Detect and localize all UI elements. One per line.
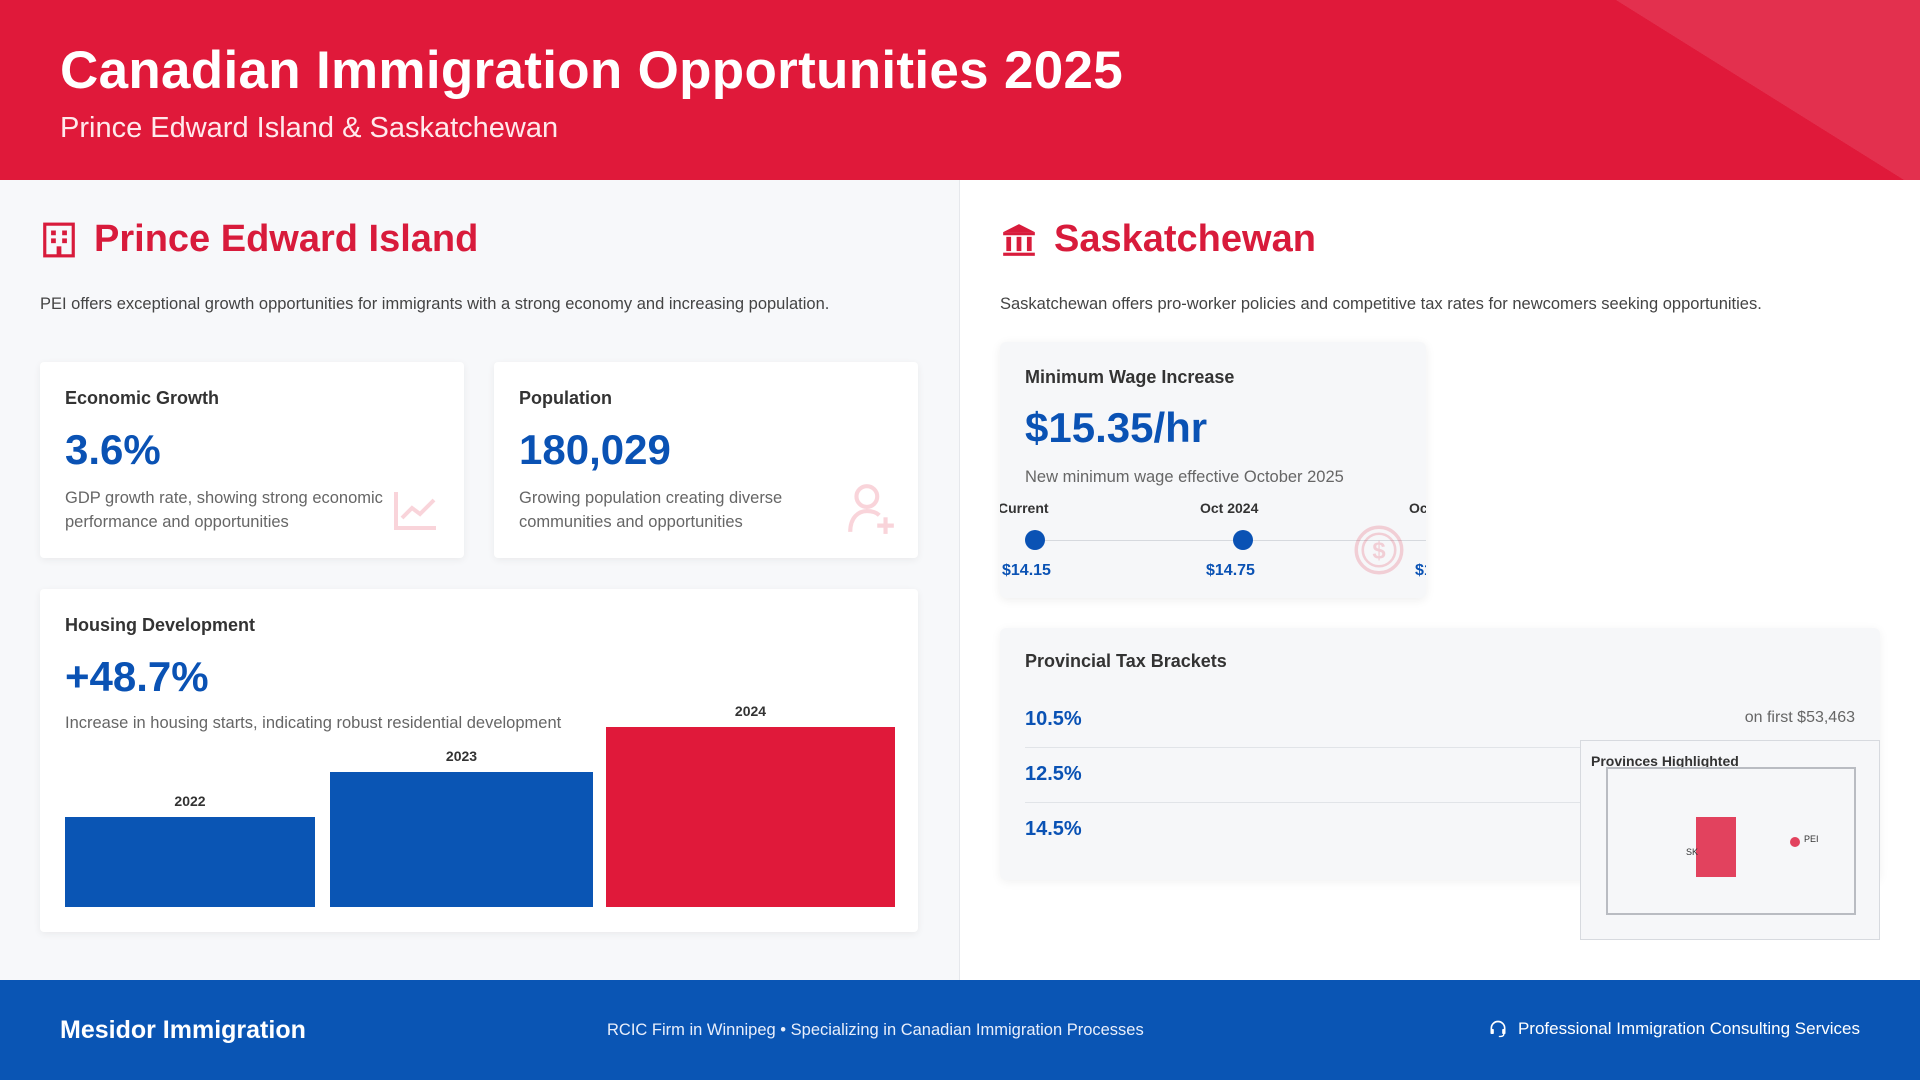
tax-row: 10.5% on first $53,463: [1025, 694, 1855, 748]
housing-bar-2022: [65, 817, 315, 907]
sk-map-label: SK: [1686, 847, 1699, 857]
wage-value: $15.35/hr: [1025, 404, 1208, 451]
economic-growth-description: GDP growth rate, showing strong economic…: [65, 489, 383, 531]
header-banner: Canadian Immigration Opportunities 2025 …: [0, 0, 1920, 180]
economic-growth-title: Economic Growth: [65, 388, 220, 408]
timeline-label-oct-2025: Oct 2025: [1409, 500, 1426, 516]
dollar-coin-icon: $: [1354, 525, 1404, 575]
map-frame: SK PEI: [1606, 767, 1856, 915]
housing-bar-2024: [606, 727, 895, 907]
timeline-label-oct-2024: Oct 2024: [1200, 500, 1259, 516]
housing-title: Housing Development: [65, 615, 256, 635]
footer-tagline: RCIC Firm in Winnipeg • Specializing in …: [607, 1021, 1144, 1039]
government-building-icon: [1003, 223, 1035, 256]
provinces-map-inset: Provinces Highlighted SK PEI: [1580, 740, 1880, 940]
page-subtitle: Prince Edward Island & Saskatchewan: [60, 112, 559, 144]
svg-text:$: $: [1372, 538, 1385, 565]
timeline-value-oct-2025: $15.35: [1415, 562, 1426, 579]
panel-divider: [959, 180, 960, 980]
wage-title: Minimum Wage Increase: [1025, 367, 1235, 387]
population-value: 180,029: [519, 426, 671, 473]
minimum-wage-card: Minimum Wage Increase $15.35/hr New mini…: [1000, 342, 1426, 598]
footer-brand: Mesidor Immigration: [60, 1016, 306, 1044]
tax-rate: 10.5%: [1025, 708, 1082, 730]
sk-title: Saskatchewan: [1054, 218, 1316, 260]
sk-description: Saskatchewan offers pro-worker policies …: [1000, 295, 1762, 313]
pei-section-title: Prince Edward Island: [40, 218, 478, 261]
housing-description: Increase in housing starts, indicating r…: [65, 714, 562, 732]
headset-icon: [1490, 1020, 1506, 1038]
wage-description: New minimum wage effective October 2025: [1025, 468, 1344, 486]
population-card: Population 180,029 Growing population cr…: [494, 362, 918, 558]
tax-note: on first $53,463: [1744, 709, 1855, 726]
economic-growth-value: 3.6%: [65, 426, 161, 473]
tax-brackets-title: Provincial Tax Brackets: [1025, 651, 1227, 671]
population-description: Growing population creating diverse comm…: [519, 489, 783, 531]
tax-row: 14.5%: [1025, 804, 1855, 858]
housing-bar-label-2023: 2023: [446, 748, 477, 764]
housing-value: +48.7%: [65, 653, 209, 700]
timeline-value-oct-2024: $14.75: [1206, 562, 1255, 579]
tax-rate: 12.5%: [1025, 763, 1082, 785]
timeline-label-current: Current: [1000, 500, 1049, 516]
trend-chart-icon: [394, 492, 436, 530]
tax-rate: 14.5%: [1025, 818, 1082, 840]
housing-bar-chart: 2022 2023 2024: [65, 703, 895, 907]
wage-timeline-line: [1035, 540, 1426, 541]
pei-map-label: PEI: [1804, 834, 1819, 844]
economic-growth-card: Economic Growth 3.6% GDP growth rate, sh…: [40, 362, 464, 558]
saskatchewan-shape: [1696, 817, 1736, 877]
timeline-dot-current: [1025, 530, 1045, 550]
pei-title: Prince Edward Island: [94, 218, 479, 260]
housing-bar-label-2024: 2024: [735, 703, 766, 719]
footer: Mesidor Immigration RCIC Firm in Winnipe…: [0, 980, 1920, 1080]
office-building-icon: [43, 222, 75, 257]
tax-row: 12.5%: [1025, 749, 1855, 803]
timeline-dot-oct-2024: [1233, 530, 1253, 550]
pei-description: PEI offers exceptional growth opportunit…: [40, 295, 830, 313]
footer-services: Professional Immigration Consulting Serv…: [1488, 1019, 1860, 1039]
footer-services-text: Professional Immigration Consulting Serv…: [1517, 1019, 1860, 1038]
housing-bar-label-2022: 2022: [174, 793, 205, 809]
add-user-icon: [848, 484, 894, 534]
pei-marker: [1790, 837, 1800, 847]
timeline-value-current: $14.15: [1002, 562, 1051, 579]
page-title: Canadian Immigration Opportunities 2025: [60, 41, 1124, 100]
housing-card: Housing Development +48.7% Increase in h…: [40, 589, 918, 932]
sk-section-title: Saskatchewan: [1000, 218, 1316, 261]
header-decoration: [1600, 0, 1920, 180]
map-title: Provinces Highlighted: [1591, 753, 1739, 769]
population-title: Population: [519, 388, 612, 408]
housing-bar-2023: [330, 772, 593, 907]
